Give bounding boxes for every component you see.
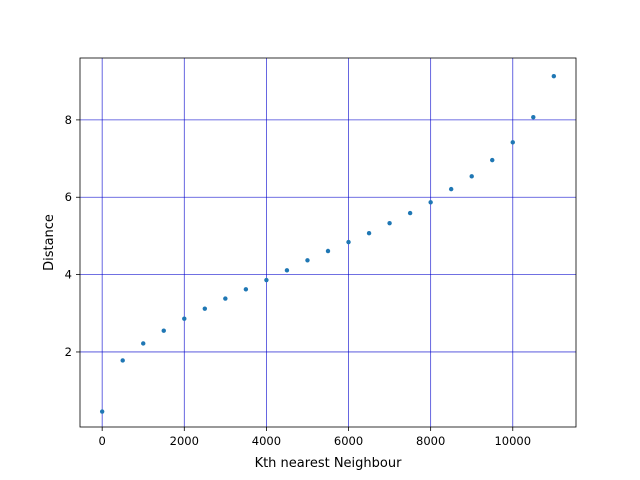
data-point [366,231,372,236]
data-point [284,268,290,273]
data-point [469,174,474,179]
y-tick-label: 6 [65,190,72,204]
y-tick-label: 8 [65,113,72,127]
data-point [551,73,557,79]
data-point [407,210,413,216]
data-point [387,220,392,226]
x-tick-label: 6000 [334,434,363,448]
data-point [141,341,146,346]
data-point [448,186,454,192]
data-point [346,239,351,245]
data-points [99,73,557,414]
data-point [161,328,166,333]
y-axis-ticks: 2 4 6 8 [65,113,80,359]
data-point [325,248,331,254]
x-tick-label: 2000 [170,434,199,448]
data-point [202,306,208,311]
data-point [531,114,536,120]
data-point [490,157,495,163]
x-tick-label: 10000 [494,434,531,448]
y-tick-label: 2 [65,345,72,359]
data-point [223,296,228,301]
data-point [510,140,515,145]
x-tick-label: 4000 [252,434,281,448]
data-point [428,200,433,205]
data-point [99,409,105,414]
x-axis-label: Kth nearest Neighbour [255,456,403,471]
axes-frame [79,57,577,428]
data-point [264,277,269,283]
y-axis-label: Distance [42,214,57,271]
x-tick-label: 0 [99,434,106,448]
x-axis-ticks: 0 2000 4000 6000 8000 10000 [99,427,531,448]
data-point [243,287,249,292]
x-tick-label: 8000 [416,434,445,448]
data-point [305,258,310,263]
data-point [182,316,187,321]
y-tick-label: 4 [65,268,72,282]
grid-lines [80,58,576,427]
data-point [120,358,125,363]
